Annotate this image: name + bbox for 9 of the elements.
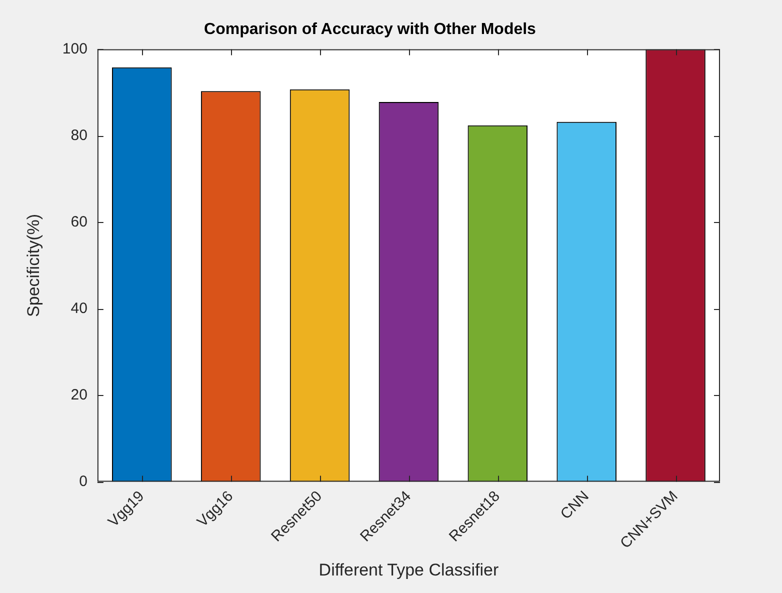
y-tick-label: 40: [70, 300, 88, 317]
y-tick-label: 0: [79, 472, 88, 490]
x-axis-title: Different Type Classifier: [318, 560, 499, 580]
y-tick-label: 20: [70, 386, 88, 404]
chart-title: Comparison of Accuracy with Other Models: [204, 21, 536, 38]
y-tick-label: 100: [62, 40, 88, 58]
y-tick-label: 80: [70, 126, 88, 144]
y-axis-title: Specificity(%): [24, 214, 43, 317]
y-tick-label: 60: [70, 213, 88, 230]
